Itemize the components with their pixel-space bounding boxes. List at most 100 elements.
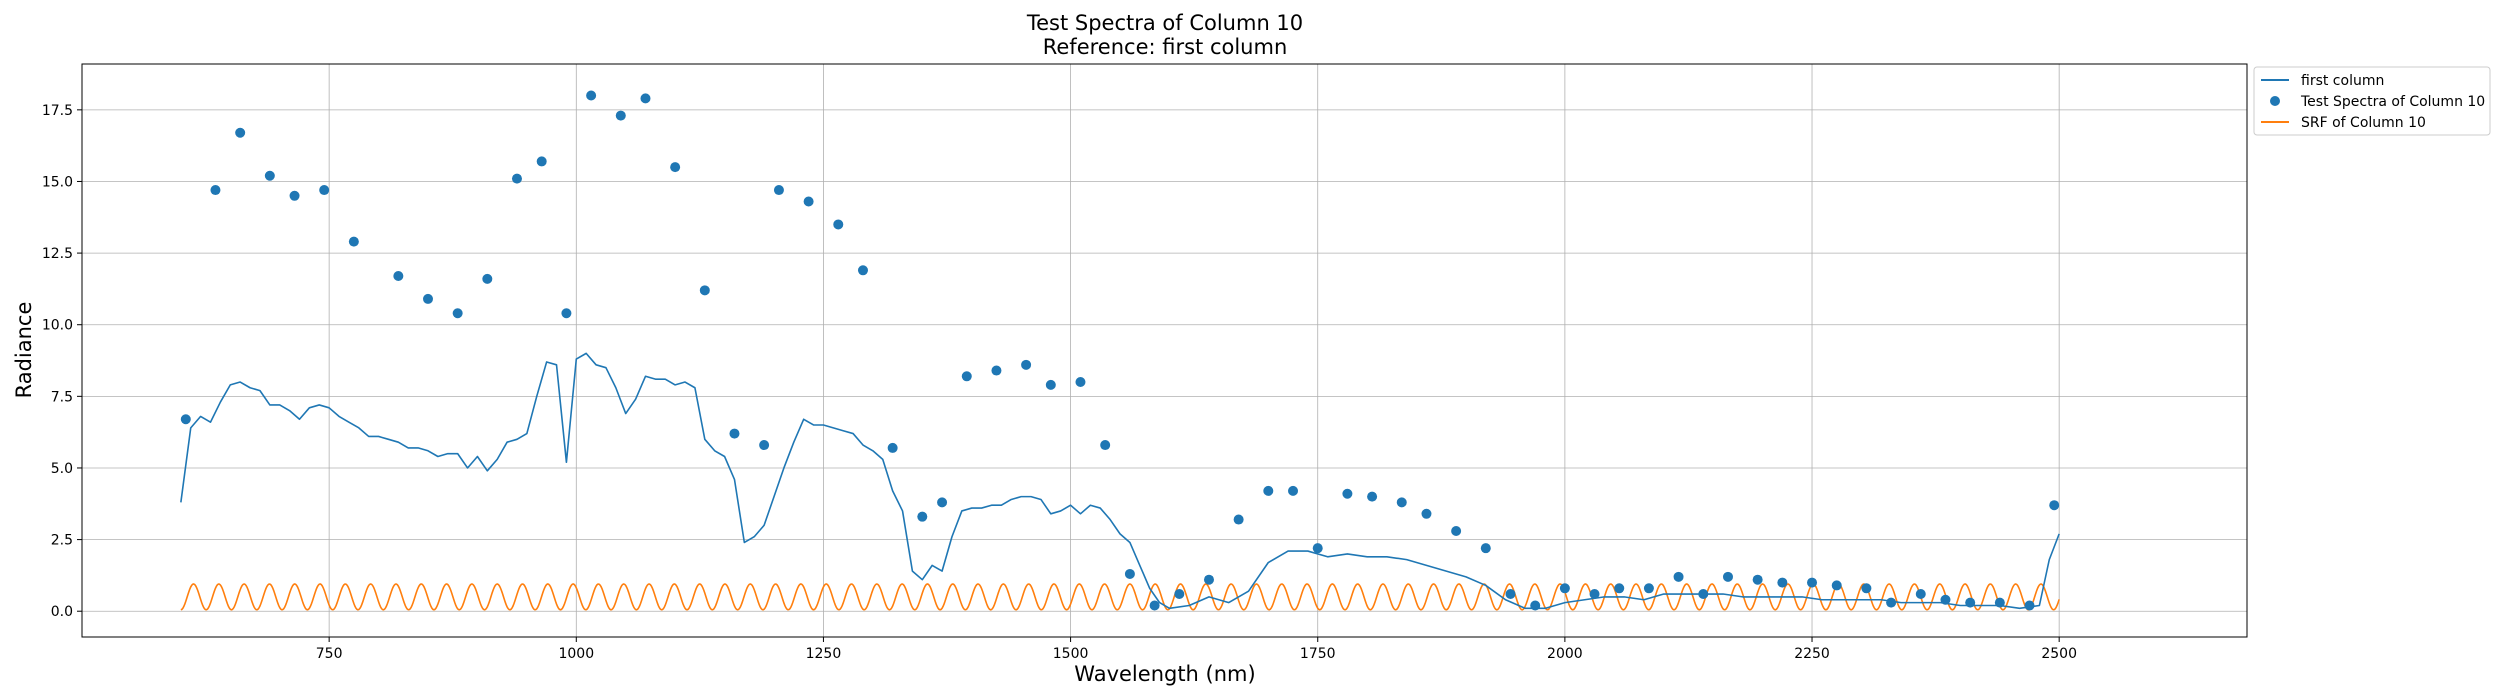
x-tick-label: 750 [316,646,343,662]
legend: first column Test Spectra of Column 10 S… [2253,66,2491,136]
x-axis-label: Wavelength (nm) [1074,662,1255,686]
test-spectra-point [887,442,898,453]
test-spectra-point [1530,600,1541,611]
y-tick-label: 5.0 [51,461,73,477]
test-spectra-point [180,414,191,425]
test-spectra-point [1831,580,1842,591]
test-spectra-point [1614,583,1625,594]
legend-label-test-spectra: Test Spectra of Column 10 [2300,94,2485,110]
y-tick-label: 17.5 [42,103,73,119]
test-spectra-point [586,90,597,101]
test-spectra-point [615,110,626,121]
test-spectra-point [1886,597,1897,608]
test-spectra-point [1915,589,1926,600]
test-spectra-point [1807,577,1818,588]
test-spectra-point [1174,589,1185,600]
test-spectra-point [1149,600,1160,611]
srf-series-line [180,583,2060,611]
y-tick-label: 7.5 [51,389,73,405]
test-spectra-point [1312,543,1323,554]
test-spectra-point [1777,577,1788,588]
x-tick-label: 2500 [2041,646,2077,662]
y-axis-ticks: 0.0 2.5 5.0 7.5 10.0 12.5 15.0 17.5 [42,103,82,620]
test-spectra-point [1673,571,1684,582]
test-spectra-point [1752,574,1763,585]
x-tick-label: 1500 [1053,646,1089,662]
first-column-series-line [180,352,2060,610]
test-spectra-point [1021,359,1032,370]
test-spectra-point [1965,597,1976,608]
test-spectra-point [917,511,928,522]
test-spectra-point [2024,600,2035,611]
y-tick-label: 0.0 [51,604,73,620]
grid-lines [82,64,2247,637]
test-spectra-point [1075,377,1086,388]
test-spectra-point [393,271,404,282]
x-tick-label: 1250 [806,646,842,662]
test-spectra-point [1451,526,1462,536]
x-tick-label: 2000 [1547,646,1583,662]
test-spectra-point [511,173,522,184]
test-spectra-point [1698,589,1709,600]
test-spectra-point [640,93,651,104]
x-tick-label: 1000 [558,646,594,662]
test-spectra-point [1861,583,1872,594]
legend-box [2253,66,2491,136]
test-spectra-point [289,190,300,201]
chart-title: Test Spectra of Column 10 [1026,11,1303,35]
test-spectra-point [670,162,681,173]
test-spectra-point [1288,485,1299,496]
test-spectra-point [1589,589,1600,600]
test-spectra-point [1342,488,1353,499]
legend-label-srf: SRF of Column 10 [2301,115,2426,131]
test-spectra-point [1233,514,1244,525]
series-layer [180,90,2060,611]
test-spectra-point [699,285,710,296]
test-spectra-point [803,196,814,207]
y-axis-label: Radiance [12,302,36,399]
test-spectra-point [1480,543,1491,554]
chart-subtitle: Reference: first column [1043,35,1288,59]
test-spectra-point [1367,491,1378,502]
test-spectra-point [319,185,330,196]
test-spectra-point [1722,571,1733,582]
test-spectra-point [348,236,359,247]
test-spectra-point [961,371,972,382]
test-spectra-point [759,440,770,451]
legend-swatch-test-spectra [2270,96,2280,106]
test-spectra-point [2049,500,2060,511]
test-spectra-point [1940,594,1951,605]
test-spectra-point [1396,497,1407,508]
test-spectra-point [1124,568,1135,579]
test-spectra-point [210,185,221,196]
y-tick-label: 15.0 [42,174,73,190]
test-spectra-point [264,170,275,181]
test-spectra-point [937,497,948,508]
legend-label-first-column: first column [2301,73,2384,89]
y-tick-label: 10.0 [42,318,73,334]
test-spectra-point [536,156,547,167]
x-tick-label: 2250 [1794,646,1830,662]
test-spectra-point [561,308,572,319]
test-spectra-point [729,428,740,439]
test-spectra-point [1045,379,1056,390]
plot-frame [81,63,2248,638]
x-axis-ticks: 750 1000 1250 1500 1750 2000 2250 2500 [316,637,2077,662]
test-spectra-point [991,365,1002,376]
x-tick-label: 1750 [1300,646,1336,662]
test-spectra-point [452,308,463,319]
y-tick-label: 12.5 [42,246,73,262]
test-spectra-point [1100,440,1111,451]
test-spectra-point [1643,583,1654,594]
test-spectra-point [1505,589,1516,600]
test-spectra-point [833,219,844,230]
test-spectra-point [1994,597,2005,608]
test-spectra-point [1559,583,1570,594]
test-spectra-point [1203,574,1214,585]
test-spectra-point [857,265,868,276]
test-spectra-point [1421,508,1432,519]
test-spectra-point [773,185,784,196]
